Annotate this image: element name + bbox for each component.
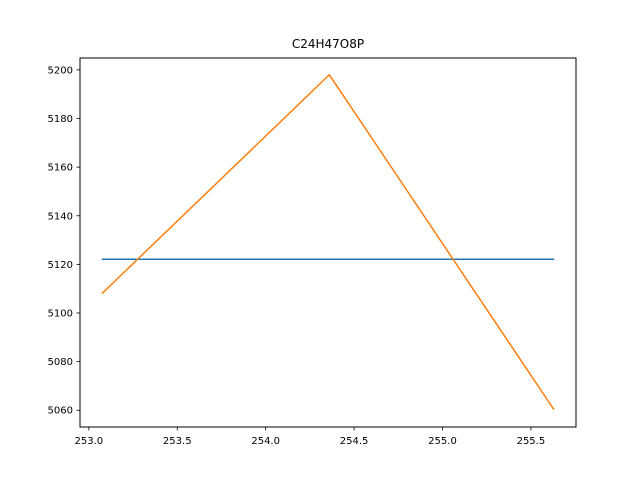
x-tick-label: 253.5 [163, 436, 192, 447]
chart-title: C24H47O8P [292, 37, 364, 51]
y-tick-label: 5080 [48, 357, 73, 368]
x-axis: 253.0 253.5 254.0 254.5 255.0 255.5 [75, 427, 546, 447]
y-tick-label: 5060 [48, 406, 73, 417]
x-tick-label: 255.0 [428, 436, 457, 447]
y-tick-label: 5120 [48, 260, 73, 271]
y-tick-label: 5180 [48, 114, 73, 125]
y-tick-label: 5100 [48, 308, 73, 319]
y-axis: 5060 5080 5100 5120 5140 5160 5180 5200 [48, 65, 80, 417]
series-line-2 [101, 74, 555, 411]
x-tick-label: 254.5 [340, 436, 369, 447]
y-tick-label: 5160 [48, 163, 73, 174]
x-tick-label: 255.5 [517, 436, 546, 447]
y-tick-label: 5140 [48, 211, 73, 222]
plot-frame [79, 57, 577, 428]
y-tick-label: 5200 [48, 65, 73, 76]
x-tick-label: 253.0 [75, 436, 104, 447]
x-tick-label: 254.0 [251, 436, 280, 447]
series-layer [101, 74, 555, 411]
